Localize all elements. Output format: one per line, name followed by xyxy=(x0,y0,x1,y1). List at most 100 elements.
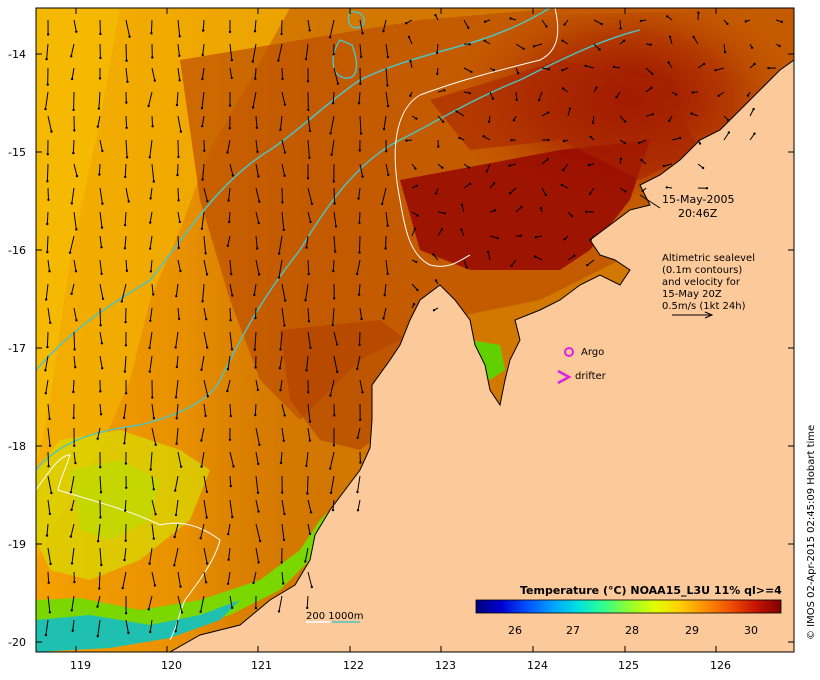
lat-tick-label: -17 xyxy=(8,342,26,355)
drifter-marker xyxy=(557,369,572,385)
velocity-arrow xyxy=(148,91,153,107)
velocity-arrow-head xyxy=(595,86,598,89)
velocity-arrow xyxy=(70,523,75,537)
velocity-arrow-head xyxy=(127,631,130,635)
velocity-arrow xyxy=(99,355,103,369)
velocity-arrow-head xyxy=(180,611,184,614)
lon-tick-label: 125 xyxy=(618,659,639,672)
velocity-arrow-head xyxy=(124,462,128,465)
velocity-arrow xyxy=(203,571,207,583)
velocity-arrow xyxy=(229,43,233,61)
velocity-arrow xyxy=(47,427,51,446)
velocity-arrow-head xyxy=(413,227,417,230)
velocity-arrow xyxy=(149,355,153,372)
velocity-arrow-head xyxy=(230,76,233,80)
velocity-arrow-head xyxy=(283,174,286,177)
velocity-arrow xyxy=(280,451,283,463)
velocity-arrow xyxy=(307,307,310,322)
velocity-arrow-head xyxy=(726,22,729,26)
velocity-arrow xyxy=(411,228,416,237)
velocity-arrow xyxy=(71,499,75,510)
velocity-arrow-head xyxy=(48,611,52,614)
velocity-arrow-head xyxy=(177,246,180,250)
velocity-arrow xyxy=(697,63,705,69)
velocity-arrow xyxy=(45,379,49,394)
velocity-arrow xyxy=(229,283,233,296)
velocity-arrow xyxy=(359,379,363,393)
colorbar: Temperature (°C) NOAA15_L3U 11% ql>=4 26… xyxy=(475,584,782,637)
velocity-arrow-head xyxy=(727,131,731,134)
bathy-1000m-contour xyxy=(36,8,551,371)
velocity-arrow xyxy=(533,43,543,47)
velocity-arrow-head xyxy=(251,60,254,63)
velocity-arrow-head xyxy=(356,367,359,371)
velocity-arrow-head xyxy=(623,120,627,123)
velocity-arrow-head xyxy=(356,490,359,494)
velocity-arrow-head xyxy=(561,87,565,90)
velocity-arrow-head xyxy=(178,220,181,224)
velocity-arrow xyxy=(281,67,283,79)
velocity-arrow xyxy=(151,283,154,295)
velocity-arrow-head xyxy=(382,127,386,131)
velocity-arrow-head xyxy=(308,29,311,32)
velocity-arrow-head xyxy=(70,292,73,295)
velocity-arrow-head xyxy=(383,294,386,297)
velocity-arrow xyxy=(278,595,283,612)
velocity-arrow xyxy=(149,547,153,564)
velocity-arrow-head xyxy=(407,35,411,39)
velocity-arrow xyxy=(305,451,309,466)
velocity-arrow-head xyxy=(361,32,364,35)
velocity-arrow-head xyxy=(467,26,470,29)
velocity-arrow xyxy=(693,36,699,45)
velocity-arrow xyxy=(203,403,207,416)
velocity-arrow xyxy=(281,139,286,153)
velocity-arrow-head xyxy=(561,39,564,42)
velocity-arrow-head xyxy=(305,246,308,249)
velocity-arrow-head xyxy=(75,30,78,33)
velocity-arrow-head xyxy=(228,127,231,130)
velocity-arrow-head xyxy=(149,319,152,322)
velocity-arrow xyxy=(229,499,233,518)
velocity-arrow-head xyxy=(175,442,178,445)
velocity-arrow-head xyxy=(74,461,77,465)
velocity-arrow xyxy=(385,67,388,86)
velocity-arrow-head xyxy=(435,51,439,54)
velocity-arrow xyxy=(227,571,231,584)
bathy-legend-label: 200 1000m xyxy=(306,611,363,622)
velocity-arrow xyxy=(99,307,102,326)
velocity-arrow-head xyxy=(49,321,52,324)
velocity-arrow-head xyxy=(705,187,709,190)
colorbar-tick: 27 xyxy=(566,624,580,637)
velocity-arrow-head xyxy=(257,561,260,564)
velocity-arrow xyxy=(98,91,101,109)
velocity-arrow-head xyxy=(50,130,53,133)
velocity-arrow xyxy=(46,163,49,182)
altimetry-line: and velocity for xyxy=(662,277,741,288)
plot-frame xyxy=(35,7,795,653)
velocity-arrow-head xyxy=(306,492,309,495)
velocity-arrow xyxy=(125,619,129,633)
velocity-arrow xyxy=(98,571,101,589)
velocity-arrow xyxy=(201,115,205,127)
velocity-arrow xyxy=(307,19,311,31)
velocity-arrow-head xyxy=(494,209,497,212)
velocity-arrow-head xyxy=(386,84,389,87)
velocity-arrow-head xyxy=(74,270,78,273)
velocity-arrow-head xyxy=(70,202,74,205)
velocity-arrow-head xyxy=(279,128,282,131)
velocity-arrow-head xyxy=(516,71,520,75)
velocity-arrow-head xyxy=(46,153,49,156)
velocity-arrow xyxy=(586,259,595,266)
velocity-arrow xyxy=(463,183,471,189)
velocity-arrow-head xyxy=(127,200,130,203)
velocity-arrow-head xyxy=(750,46,754,49)
velocity-arrow-head xyxy=(177,155,180,159)
velocity-arrow-head xyxy=(510,139,513,142)
velocity-arrow xyxy=(385,91,389,107)
velocity-arrow xyxy=(47,595,51,613)
velocity-arrow xyxy=(384,283,387,296)
velocity-arrow-head xyxy=(356,436,359,439)
velocity-arrow-head xyxy=(534,236,538,239)
velocity-arrow-head xyxy=(99,466,102,469)
velocity-arrow xyxy=(229,595,233,608)
